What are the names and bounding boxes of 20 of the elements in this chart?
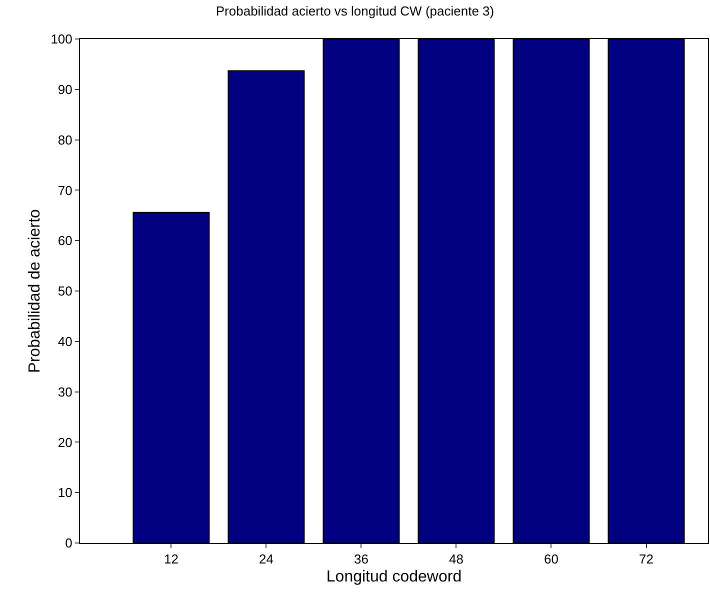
y-tick-label: 30 xyxy=(58,384,72,400)
y-tick-label: 40 xyxy=(58,334,72,349)
x-tick-label: 48 xyxy=(448,552,464,567)
x-tick-label: 24 xyxy=(258,552,274,567)
y-tick-label: 0 xyxy=(65,536,72,551)
y-axis-title: Probabilidad de acierto xyxy=(26,209,44,373)
chart-title: Probabilidad acierto vs longitud CW (paciente 3) xyxy=(216,4,494,19)
y-tick-label: 10 xyxy=(58,485,72,500)
y-tick-label: 50 xyxy=(58,284,72,299)
y-tick-label: 70 xyxy=(58,182,72,198)
x-axis-title: Longitud codeword xyxy=(326,568,462,586)
y-tick-label: 80 xyxy=(58,132,72,148)
y-tick-label: 90 xyxy=(58,82,72,97)
x-tick-label: 12 xyxy=(164,552,178,567)
y-tick-label: 60 xyxy=(58,233,72,248)
y-tick-label: 100 xyxy=(50,32,72,47)
x-tick-label: 60 xyxy=(544,552,558,567)
x-tick-label: 72 xyxy=(639,552,654,567)
x-tick-label: 36 xyxy=(354,552,368,567)
y-tick-label: 20 xyxy=(58,434,72,450)
